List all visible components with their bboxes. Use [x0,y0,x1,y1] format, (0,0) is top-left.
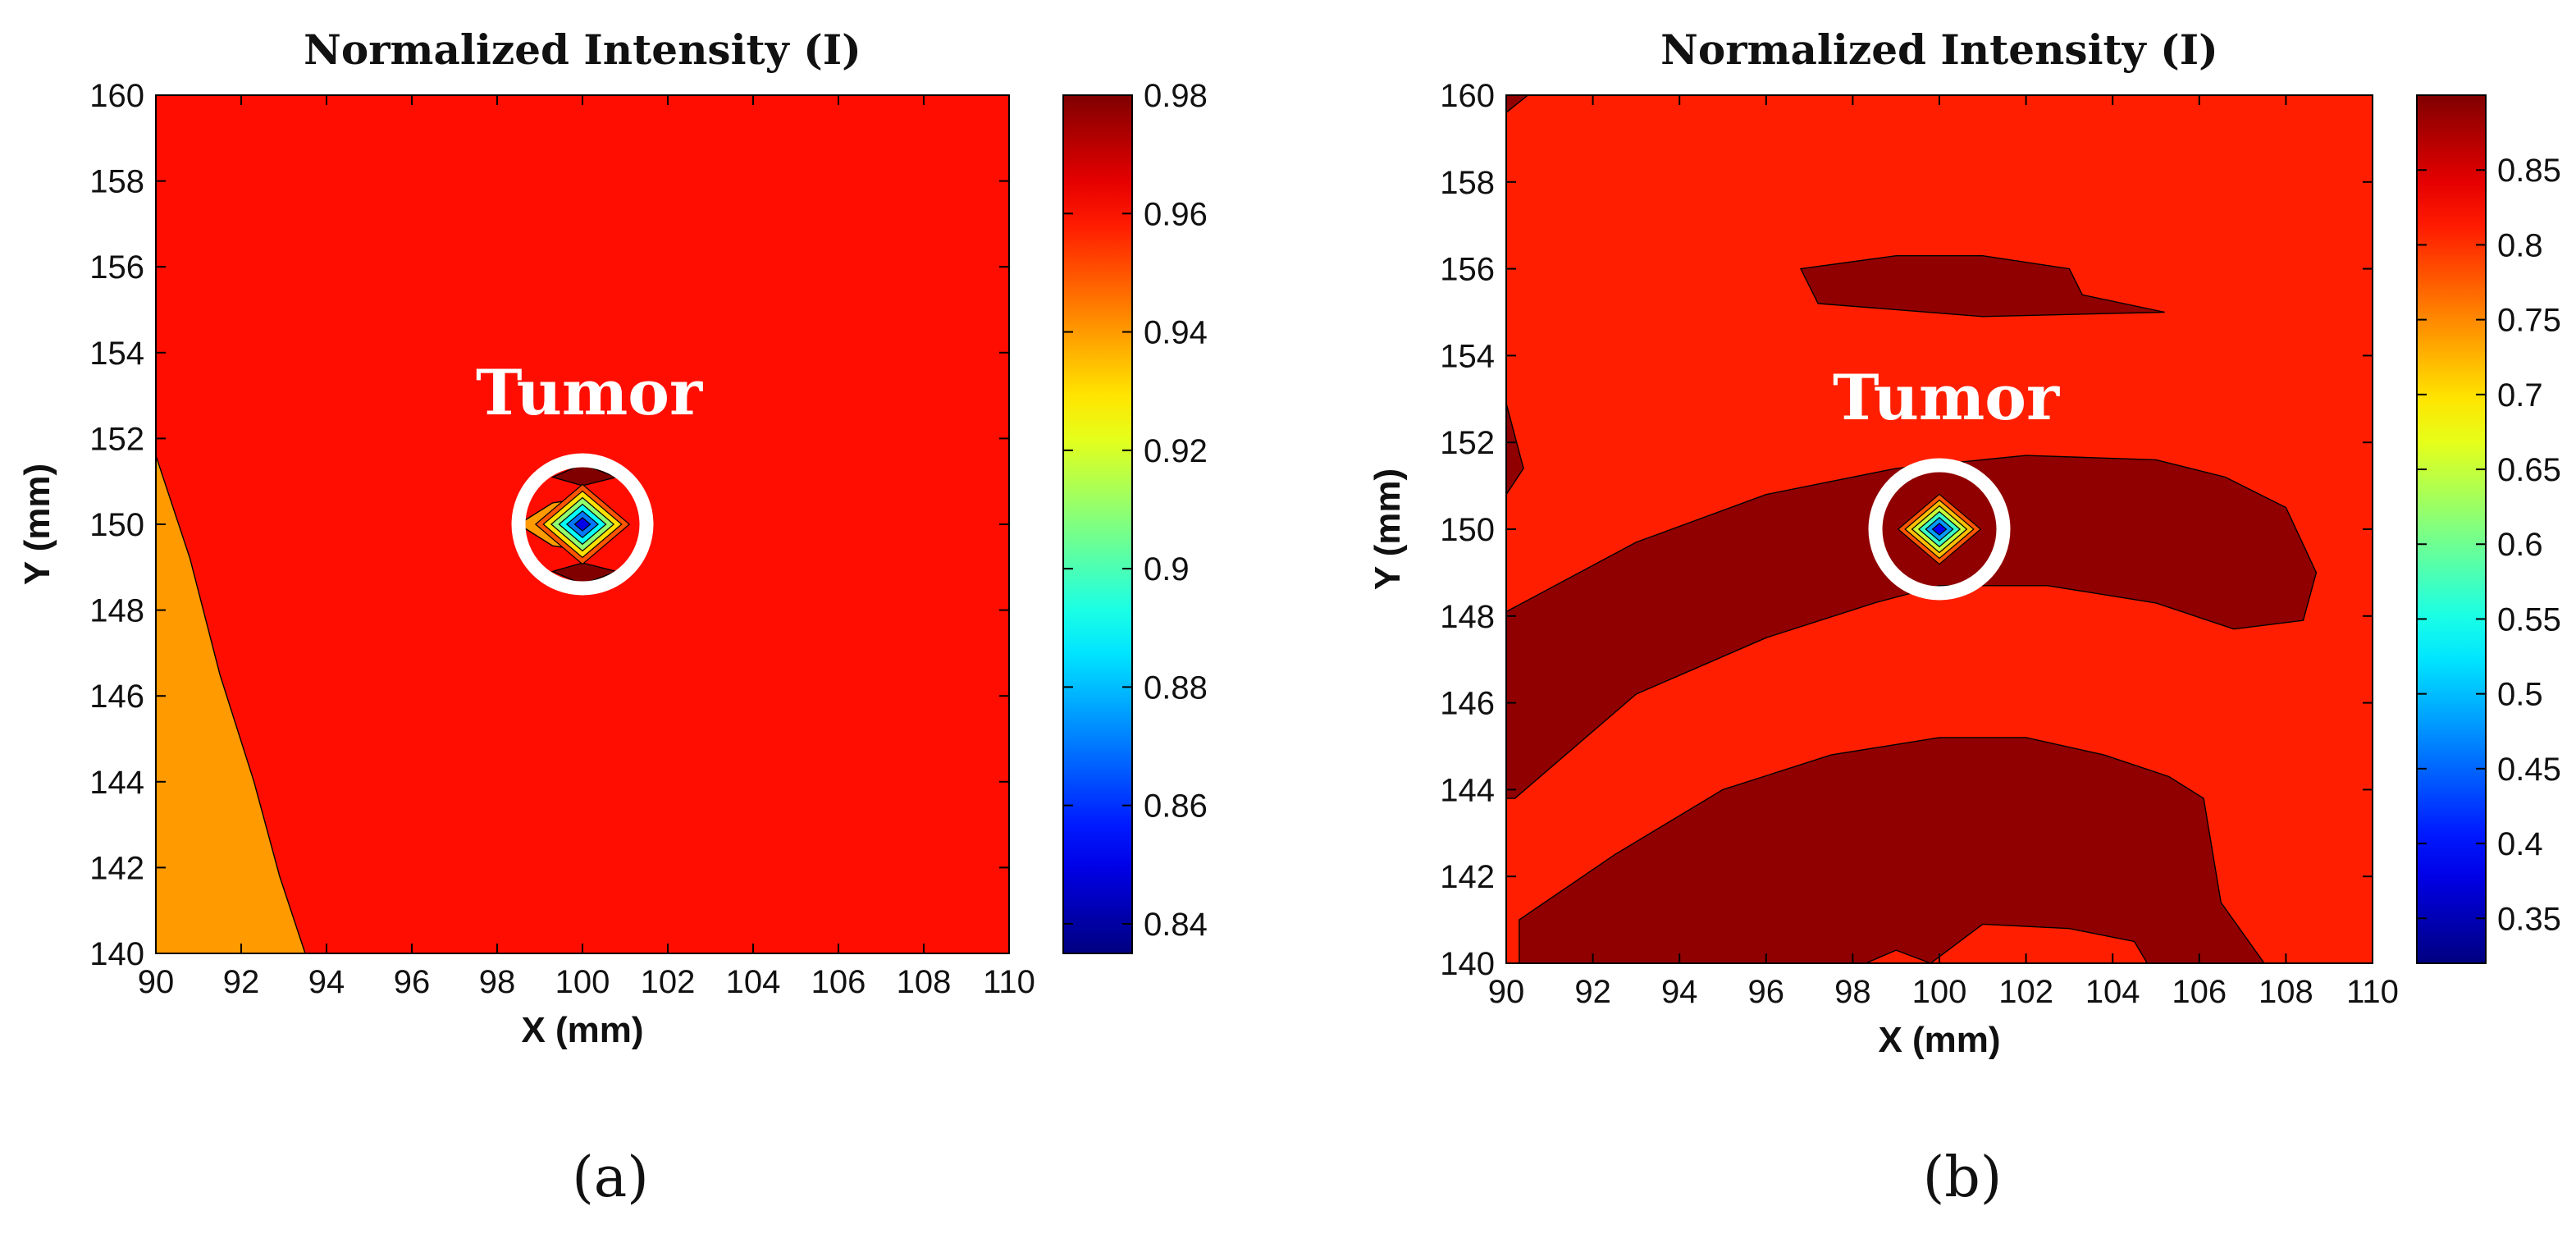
y-tick-label: 158 [1440,165,1495,201]
contour-regions [156,455,631,953]
colorbar-tick-label: 0.35 [2497,901,2561,937]
y-tick-label: 148 [1440,599,1495,635]
y-tick-label: 146 [89,679,144,715]
colorbar-tick-label: 0.94 [1144,315,1208,351]
y-axis-label: Y (mm) [17,464,57,585]
low-left-region [156,455,306,953]
tumor-label: Tumor [476,356,703,429]
y-tick-label: 146 [1440,686,1495,722]
y-tick-label: 152 [89,421,144,457]
colorbar-tick-label: 0.9 [1144,551,1190,587]
x-axis-ticks: 90 92 94 96 98 100 102 104 106 108 110 [1488,95,2399,1010]
y-tick-label: 158 [89,164,144,200]
x-tick-label: 106 [2172,974,2227,1010]
x-tick-label: 104 [726,964,781,1000]
x-tick-label: 96 [1748,974,1785,1010]
x-tick-label: 98 [479,964,516,1000]
y-axis-ticks: 140 142 144 146 148 150 152 154 156 158 160 [1440,78,2373,982]
colorbar-tick-label: 0.92 [1144,433,1208,469]
upper-band [1799,255,2165,318]
y-tick-label: 142 [89,850,144,886]
panel-caption: (a) [572,1145,649,1210]
chart-title: Normalized Intensity (I) [304,25,861,74]
colorbar-ticks: 0.35 0.4 0.45 0.5 0.55 0.6 0.65 0.7 0.75 0.8 0.85 [2417,153,2561,937]
y-tick-label: 144 [1440,772,1495,808]
colorbar-ticks: 0.84 0.86 0.88 0.9 0.92 0.94 0.96 0.98 [1063,78,1208,943]
y-axis-label: Y (mm) [1368,468,1408,590]
colorbar-tick-label: 0.98 [1144,78,1208,114]
colorbar-tick-label: 0.75 [2497,303,2561,339]
contour-regions [1506,95,2318,963]
colorbar-tick-label: 0.4 [2497,826,2543,862]
y-tick-label: 154 [89,336,144,372]
tumor-circle [511,453,654,596]
x-tick-label: 92 [1574,974,1611,1010]
x-tick-label: 108 [2259,974,2313,1010]
left-edge-sliver [1506,403,1524,496]
tumor-contour-6 [1931,523,1948,536]
x-tick-label: 90 [138,964,175,1000]
colorbar-tick-label: 0.45 [2497,752,2561,788]
y-tick-label: 160 [1440,78,1495,114]
x-tick-label: 102 [641,964,696,1000]
x-tick-label: 100 [555,964,610,1000]
x-tick-label: 98 [1834,974,1871,1010]
y-tick-label: 160 [89,78,144,114]
x-axis-label: X (mm) [521,1010,643,1050]
x-tick-label: 90 [1488,974,1525,1010]
x-tick-label: 110 [2346,974,2399,1010]
colorbar [1062,94,1133,954]
x-tick-label: 108 [897,964,952,1000]
y-tick-label: 150 [89,507,144,543]
top-left-corner-sliver [1506,95,1529,114]
colorbar [2416,94,2487,964]
y-tick-label: 156 [89,249,144,286]
colorbar-tick-label: 0.86 [1144,788,1208,825]
x-tick-label: 92 [223,964,260,1000]
colorbar-tick-label: 0.5 [2497,677,2543,713]
y-tick-label: 140 [1440,946,1495,982]
y-tick-label: 154 [1440,338,1495,374]
y-tick-label: 148 [89,593,144,629]
x-tick-label: 94 [1661,974,1698,1010]
x-tick-label: 104 [2085,974,2140,1010]
lower-band [1519,737,2265,963]
y-tick-label: 152 [1440,425,1495,461]
colorbar-tick-label: 0.7 [2497,377,2543,414]
x-tick-label: 106 [811,964,866,1000]
x-axis-label: X (mm) [1878,1020,2000,1060]
x-tick-label: 100 [1912,974,1967,1010]
x-tick-label: 102 [1998,974,2053,1010]
x-tick-label: 96 [394,964,431,1000]
y-tick-label: 144 [89,765,144,801]
y-tick-label: 150 [1440,512,1495,548]
x-tick-label: 94 [308,964,345,1000]
colorbar-tick-label: 0.96 [1144,196,1208,232]
tumor-contour-6 [573,517,591,532]
panel-caption: (b) [1923,1145,2003,1210]
tumor-circle [1868,458,2011,601]
y-tick-label: 156 [1440,252,1495,288]
x-axis-ticks: 90 92 94 96 98 100 102 104 106 108 110 [138,95,1035,1000]
colorbar-tick-label: 0.88 [1144,670,1208,706]
chart-title: Normalized Intensity (I) [1660,25,2218,74]
y-tick-label: 142 [1440,859,1495,895]
colorbar-tick-label: 0.8 [2497,227,2543,263]
colorbar-tick-label: 0.65 [2497,452,2561,488]
x-tick-label: 110 [983,964,1035,1000]
tumor-label: Tumor [1833,361,2060,434]
colorbar-tick-label: 0.6 [2497,527,2543,563]
colorbar-tick-label: 0.85 [2497,153,2561,189]
y-axis-ticks: 140 142 144 146 148 150 152 154 156 158 160 [89,78,1009,972]
colorbar-tick-label: 0.55 [2497,601,2561,638]
colorbar-tick-label: 0.84 [1144,907,1208,943]
y-tick-label: 140 [89,936,144,972]
